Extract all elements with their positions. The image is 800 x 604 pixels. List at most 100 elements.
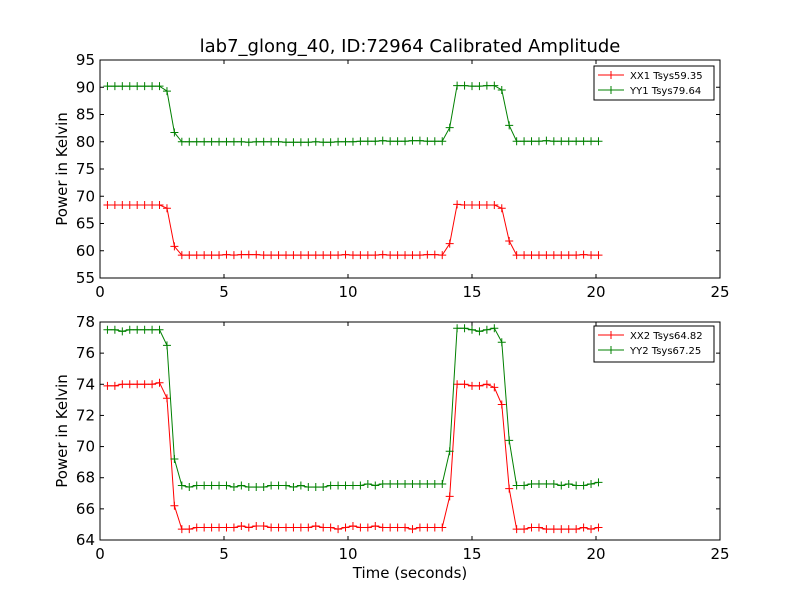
p0-legend-marker-1 bbox=[607, 86, 615, 94]
top-plot: 0 5 10 15 20 25 55 60 65 70 75 80 85 90 95 XX1 Tsys59.3… bbox=[76, 51, 730, 301]
p0-data-point-0 bbox=[289, 251, 298, 260]
p0-data-point-1 bbox=[542, 136, 551, 145]
p1-data-point-0 bbox=[140, 380, 149, 389]
p0-data-point-0 bbox=[378, 250, 387, 259]
p0-data-point-1 bbox=[520, 137, 529, 146]
p0-data-point-0 bbox=[572, 251, 581, 260]
p0-data-point-1 bbox=[296, 138, 305, 147]
p1-data-point-0 bbox=[438, 523, 447, 532]
p0-data-point-1 bbox=[282, 138, 290, 147]
p0-data-point-1 bbox=[572, 137, 581, 146]
p1-data-point-0 bbox=[215, 523, 224, 532]
p1-data-point-1 bbox=[564, 479, 573, 488]
p1-data-point-0 bbox=[468, 381, 476, 390]
p0-data-point-1 bbox=[401, 137, 410, 146]
p0-data-point-1 bbox=[304, 138, 313, 147]
p1-data-point-0 bbox=[155, 378, 164, 387]
p0-data-point-0 bbox=[490, 200, 499, 209]
p1-data-point-0 bbox=[453, 380, 462, 389]
p1-data-point-0 bbox=[110, 381, 119, 390]
p0-legend-label-0: XX1 Tsys59.35 bbox=[630, 71, 703, 82]
bottom-ylabel: Power in Kelvin bbox=[53, 374, 71, 488]
p0-data-point-0 bbox=[453, 200, 462, 209]
p1-data-point-0 bbox=[348, 521, 357, 530]
p0-data-point-1 bbox=[125, 82, 134, 91]
p0-data-point-1 bbox=[140, 82, 149, 91]
p1-data-point-0 bbox=[200, 523, 209, 532]
p1-data-point-1 bbox=[468, 325, 476, 334]
p0-legend: XX1 Tsys59.35 YY1 Tsys79.64 bbox=[593, 65, 715, 101]
p0-data-point-1 bbox=[415, 136, 424, 145]
p1-data-point-1 bbox=[185, 483, 194, 492]
p0-data-point-0 bbox=[363, 251, 372, 260]
p0-data-point-0 bbox=[564, 251, 573, 260]
p1-data-point-1 bbox=[229, 483, 238, 492]
p0-data-point-1 bbox=[512, 137, 521, 146]
p1-data-point-0 bbox=[520, 525, 529, 534]
p1-data-point-1 bbox=[289, 483, 298, 492]
p1-data-point-1 bbox=[326, 481, 335, 490]
p1-data-point-1 bbox=[348, 481, 357, 490]
p1-y-tick-label: 72 bbox=[76, 406, 95, 424]
p0-data-point-0 bbox=[110, 200, 119, 209]
p0-data-point-0 bbox=[348, 251, 357, 260]
p1-data-point-0 bbox=[475, 381, 484, 390]
p0-y-tick-label: 70 bbox=[76, 187, 95, 205]
p1-data-point-0 bbox=[177, 525, 186, 534]
p0-data-point-1 bbox=[155, 82, 164, 91]
p1-data-point-0 bbox=[229, 523, 238, 532]
p0-data-point-1 bbox=[133, 82, 142, 91]
p1-data-point-0 bbox=[296, 523, 305, 532]
p1-data-point-0 bbox=[415, 523, 424, 532]
p0-data-point-1 bbox=[274, 137, 283, 146]
p1-data-point-1 bbox=[170, 455, 179, 464]
p0-data-point-1 bbox=[222, 137, 231, 146]
p0-data-point-0 bbox=[341, 250, 350, 259]
p0-data-point-1 bbox=[587, 137, 596, 146]
p1-data-point-1 bbox=[244, 483, 253, 492]
p1-data-point-1 bbox=[155, 325, 164, 334]
p0-data-point-0 bbox=[430, 250, 439, 259]
p1-data-point-1 bbox=[393, 479, 402, 488]
p0-data-point-1 bbox=[490, 81, 499, 90]
p1-data-point-1 bbox=[222, 481, 231, 490]
p0-data-point-0 bbox=[460, 200, 469, 209]
p1-data-point-0 bbox=[423, 523, 432, 532]
p1-data-point-0 bbox=[326, 523, 335, 532]
p1-x-tick-label: 5 bbox=[219, 545, 229, 563]
p1-legend-label-0: XX2 Tsys64.82 bbox=[630, 331, 703, 342]
p0-x-tick-label: 5 bbox=[219, 283, 229, 301]
p0-data-point-0 bbox=[445, 239, 454, 248]
p1-data-point-1 bbox=[118, 327, 127, 336]
p1-data-point-0 bbox=[505, 484, 514, 493]
p0-data-point-0 bbox=[282, 251, 290, 260]
p1-data-point-0 bbox=[512, 525, 521, 534]
p1-data-point-0 bbox=[393, 523, 402, 532]
p1-data-point-1 bbox=[103, 325, 112, 334]
p1-x-tick-label: 0 bbox=[95, 545, 105, 563]
p0-data-point-1 bbox=[430, 137, 439, 146]
p0-data-point-0 bbox=[155, 200, 164, 209]
p0-data-point-0 bbox=[244, 250, 253, 259]
p1-data-point-1 bbox=[423, 479, 432, 488]
p1-y-tick-label: 66 bbox=[76, 500, 95, 518]
p1-data-point-0 bbox=[445, 492, 454, 501]
p0-data-point-1 bbox=[148, 82, 157, 91]
p0-data-point-0 bbox=[177, 251, 186, 260]
p1-data-point-1 bbox=[505, 436, 514, 445]
p1-data-point-0 bbox=[133, 380, 142, 389]
p0-data-point-0 bbox=[393, 251, 402, 260]
p0-data-point-1 bbox=[334, 137, 343, 146]
p1-x-tick-label: 10 bbox=[338, 545, 357, 563]
p1-data-point-0 bbox=[430, 523, 439, 532]
p1-axes-frame bbox=[99, 321, 721, 541]
p0-data-point-1 bbox=[162, 87, 171, 96]
bottom-plot: 0 5 10 15 20 25 64 66 68 70 72 74 76 78 XX2 Tsys64.82 Y… bbox=[76, 313, 730, 563]
p1-x-tick-label: 25 bbox=[710, 545, 729, 563]
p1-data-point-1 bbox=[334, 481, 343, 490]
p1-data-point-0 bbox=[274, 523, 283, 532]
p0-data-point-0 bbox=[170, 242, 179, 251]
p0-data-point-0 bbox=[534, 251, 543, 260]
p0-data-point-1 bbox=[468, 82, 476, 91]
p1-data-point-1 bbox=[415, 479, 424, 488]
